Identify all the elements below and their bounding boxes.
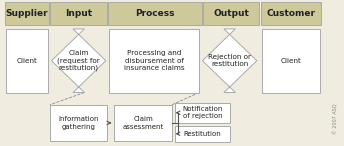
Text: Process: Process (135, 9, 175, 18)
FancyBboxPatch shape (108, 2, 202, 25)
Text: Client: Client (17, 58, 37, 64)
FancyBboxPatch shape (262, 29, 320, 93)
FancyBboxPatch shape (5, 2, 49, 25)
Polygon shape (203, 29, 257, 93)
Text: Information
gathering: Information gathering (58, 116, 99, 130)
Text: © 2007 ASQ: © 2007 ASQ (333, 103, 338, 134)
FancyBboxPatch shape (6, 29, 48, 93)
Text: Processing and
disbursement of
insurance claims: Processing and disbursement of insurance… (124, 51, 184, 71)
FancyBboxPatch shape (51, 2, 107, 25)
FancyBboxPatch shape (261, 2, 321, 25)
FancyBboxPatch shape (109, 29, 199, 93)
FancyBboxPatch shape (203, 2, 259, 25)
Text: Client: Client (280, 58, 301, 64)
Text: Input: Input (65, 9, 92, 18)
FancyBboxPatch shape (50, 105, 107, 141)
FancyBboxPatch shape (175, 103, 230, 123)
FancyBboxPatch shape (114, 105, 172, 141)
Text: Claim
assessment: Claim assessment (122, 116, 164, 130)
Text: Notification
of rejection: Notification of rejection (182, 106, 223, 119)
Text: Output: Output (213, 9, 249, 18)
Text: Restitution: Restitution (184, 131, 222, 137)
Text: Rejection or
restitution: Rejection or restitution (208, 54, 251, 67)
Text: Claim
(request for
restitution): Claim (request for restitution) (57, 50, 100, 71)
Text: Supplier: Supplier (6, 9, 48, 18)
Text: Customer: Customer (266, 9, 315, 18)
FancyBboxPatch shape (175, 126, 230, 142)
Polygon shape (52, 29, 106, 93)
